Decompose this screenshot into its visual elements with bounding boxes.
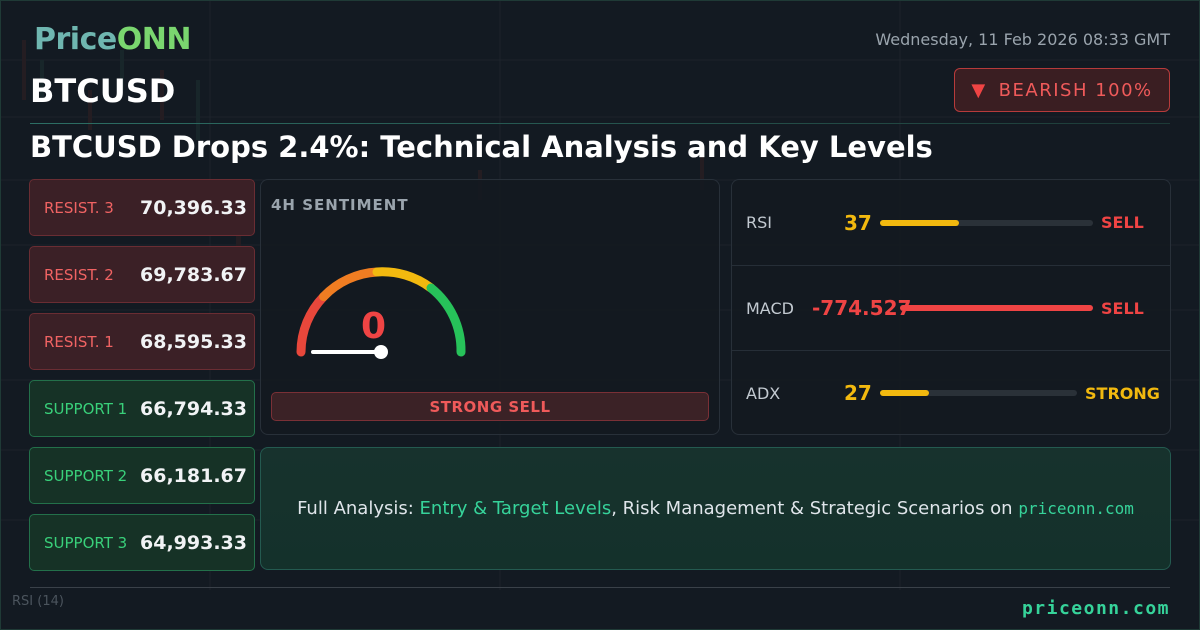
level-support-1: SUPPORT 1 66,794.33	[29, 380, 255, 437]
sentiment-title: 4H SENTIMENT	[271, 196, 409, 214]
key-levels: RESIST. 3 70,396.33 RESIST. 2 69,783.67 …	[29, 179, 255, 581]
bias-label: BEARISH 100%	[998, 79, 1153, 101]
cta-site-link[interactable]: priceonn.com	[1018, 499, 1134, 518]
indicator-bar	[880, 219, 1093, 226]
level-value: 70,396.33	[140, 196, 247, 219]
indicator-bar-fill	[880, 219, 959, 226]
level-label: RESIST. 2	[44, 265, 114, 284]
level-label: SUPPORT 3	[44, 533, 128, 552]
header-divider	[30, 123, 1170, 124]
indicator-value: 27	[844, 381, 872, 405]
indicator-signal: SELL	[1101, 213, 1144, 232]
gauge-hub	[374, 345, 388, 359]
indicator-name: ADX	[746, 383, 781, 403]
indicator-signal: SELL	[1101, 298, 1144, 318]
cta-prefix: Full Analysis:	[297, 498, 414, 519]
indicator-bar-fill	[880, 390, 930, 396]
sentiment-signal: STRONG SELL	[271, 392, 709, 421]
bias-badge: ▼ BEARISH 100%	[954, 68, 1170, 112]
level-label: RESIST. 3	[44, 198, 114, 217]
level-label: RESIST. 1	[44, 332, 114, 351]
brand-logo-part2: ONN	[116, 22, 192, 57]
background-rsi-label: RSI (14)	[12, 594, 64, 609]
indicator-bar	[900, 305, 1093, 311]
indicators-panel: RSI 37 SELL MACD -774.527 SELL ADX 27 ST…	[731, 179, 1171, 435]
level-resistance-3: RESIST. 3 70,396.33	[29, 179, 255, 236]
indicator-value: 37	[844, 210, 872, 235]
level-value: 69,783.67	[140, 263, 247, 286]
brand-logo[interactable]: PriceONN	[34, 22, 191, 57]
footer-site-link[interactable]: priceonn.com	[1021, 598, 1170, 619]
sentiment-gauge	[296, 267, 466, 359]
cta-highlight: Entry & Target Levels	[419, 498, 612, 519]
gauge-arc-yellow	[372, 267, 436, 293]
indicator-bar	[880, 390, 1077, 396]
indicator-row-rsi: RSI 37 SELL	[732, 180, 1170, 265]
indicator-signal: STRONG	[1085, 383, 1160, 403]
level-resistance-1: RESIST. 1 68,595.33	[29, 313, 255, 370]
level-value: 68,595.33	[140, 330, 247, 353]
level-label: SUPPORT 1	[44, 399, 128, 418]
headline: BTCUSD Drops 2.4%: Technical Analysis an…	[30, 130, 933, 164]
indicator-value: -774.527	[812, 296, 912, 320]
level-value: 64,993.33	[140, 531, 247, 554]
down-triangle-icon: ▼	[971, 79, 987, 101]
level-value: 66,794.33	[140, 397, 247, 420]
indicator-name: RSI	[746, 213, 772, 232]
gauge-arc-red	[296, 292, 329, 357]
timestamp: Wednesday, 11 Feb 2026 08:33 GMT	[875, 30, 1170, 49]
level-label: SUPPORT 2	[44, 466, 128, 485]
sentiment-value: 0	[361, 306, 387, 347]
indicator-row-macd: MACD -774.527 SELL	[732, 265, 1170, 350]
sentiment-panel: 4H SENTIMENT 0 STRONG SELL	[260, 179, 720, 435]
brand-logo-part1: Price	[34, 22, 117, 57]
level-resistance-2: RESIST. 2 69,783.67	[29, 246, 255, 303]
cta-middle: , Risk Management & Strategic Scenarios …	[611, 498, 1013, 519]
indicator-bar-fill	[900, 305, 1093, 311]
gauge-arc-orange	[319, 267, 382, 302]
footer-divider	[30, 587, 1170, 588]
indicator-name: MACD	[746, 298, 794, 318]
level-support-2: SUPPORT 2 66,181.67	[29, 447, 255, 504]
level-value: 66,181.67	[140, 464, 247, 487]
full-analysis-banner[interactable]: Full Analysis: Entry & Target Levels, Ri…	[260, 447, 1171, 570]
symbol-title: BTCUSD	[30, 72, 176, 110]
gauge-arc-green	[426, 283, 466, 357]
indicator-row-adx: ADX 27 STRONG	[732, 350, 1170, 435]
level-support-3: SUPPORT 3 64,993.33	[29, 514, 255, 571]
